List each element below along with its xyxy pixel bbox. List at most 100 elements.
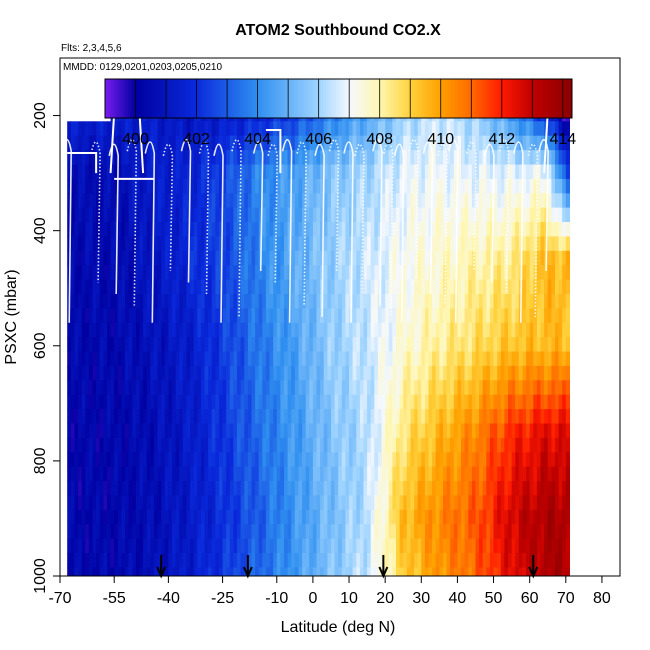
heatmap-cell — [421, 193, 426, 209]
heatmap-cell — [117, 481, 122, 496]
colorbar-segment — [504, 79, 508, 118]
heatmap-cell — [446, 265, 451, 281]
heatmap-cell — [421, 524, 426, 540]
heatmap-cell — [540, 538, 545, 554]
heatmap-cell — [414, 178, 419, 194]
heatmap-cell — [179, 164, 184, 180]
heatmap-cell — [240, 265, 245, 281]
heatmap-cell — [74, 509, 79, 525]
heatmap-cell — [157, 351, 162, 367]
heatmap-cell — [450, 538, 455, 554]
heatmap-cell — [258, 337, 263, 353]
heatmap-cell — [135, 222, 141, 237]
heatmap-cell — [497, 466, 502, 482]
heatmap-cell — [551, 509, 556, 525]
heatmap-cell — [157, 365, 162, 381]
heatmap-cell — [334, 567, 339, 576]
heatmap-cell — [468, 538, 473, 554]
colorbar-segment — [180, 79, 184, 118]
colorbar-segment — [195, 79, 199, 118]
heatmap-cell — [367, 308, 372, 324]
heatmap-cell — [219, 222, 224, 237]
heatmap-cell — [533, 553, 538, 568]
heatmap-cell — [305, 380, 310, 396]
colorbar-segment — [281, 79, 285, 118]
heatmap-cell — [359, 509, 365, 525]
heatmap-cell — [125, 222, 130, 237]
heatmap-cell — [172, 308, 177, 324]
heatmap-cell — [226, 294, 231, 309]
heatmap-cell — [338, 495, 343, 511]
heatmap-cell — [309, 207, 314, 223]
heatmap-cell — [558, 380, 563, 396]
heatmap-cell — [555, 495, 560, 511]
heatmap-cell — [240, 308, 245, 324]
heatmap-cell — [222, 207, 227, 223]
colorbar-tick-label: 406 — [305, 131, 332, 148]
heatmap-cell — [374, 308, 379, 324]
heatmap-cell — [179, 380, 184, 396]
heatmap-cell — [544, 150, 549, 166]
heatmap-cell — [276, 423, 281, 439]
heatmap-cell — [114, 409, 119, 425]
heatmap-cell — [269, 409, 274, 425]
heatmap-cell — [399, 495, 404, 511]
colorbar-segment — [123, 79, 127, 118]
heatmap-cell — [204, 481, 209, 496]
heatmap-cell — [229, 437, 234, 453]
heatmap-cell — [540, 308, 545, 324]
heatmap-cell — [518, 322, 523, 338]
heatmap-cell — [558, 567, 563, 576]
heatmap-cell — [81, 452, 86, 468]
heatmap-cell — [555, 365, 560, 381]
heatmap-cell — [367, 437, 372, 453]
heatmap-cell — [172, 452, 177, 468]
colorbar-segment — [488, 79, 493, 118]
heatmap-cell — [377, 150, 383, 166]
heatmap-cell — [262, 207, 267, 223]
heatmap-cell — [265, 423, 271, 439]
heatmap-cell — [258, 135, 263, 151]
heatmap-cell — [493, 236, 498, 252]
heatmap-cell — [500, 150, 505, 166]
heatmap-cell — [302, 294, 307, 309]
heatmap-cell — [237, 524, 242, 540]
heatmap-cell — [461, 553, 466, 568]
heatmap-cell — [233, 466, 238, 482]
heatmap-cell — [352, 279, 357, 295]
heatmap-cell — [298, 409, 303, 425]
heatmap-cell — [208, 452, 213, 468]
heatmap-cell — [269, 294, 274, 309]
heatmap-cell — [345, 409, 350, 425]
heatmap-cell — [175, 193, 180, 209]
heatmap-cell — [435, 452, 440, 468]
heatmap-cell — [544, 178, 549, 194]
heatmap-cell — [164, 250, 169, 266]
heatmap-cell — [233, 553, 238, 568]
heatmap-cell — [551, 222, 556, 237]
heatmap-cell — [107, 351, 112, 367]
colorbar-segment — [566, 79, 570, 118]
heatmap-cell — [287, 452, 292, 468]
heatmap-cell — [471, 524, 477, 540]
heatmap-cell — [540, 121, 545, 137]
flight-profile — [231, 138, 242, 318]
heatmap-cell — [175, 207, 180, 223]
heatmap-cell — [251, 394, 256, 410]
heatmap-cell — [536, 567, 542, 576]
heatmap-cell — [298, 207, 303, 223]
heatmap-cell — [280, 567, 285, 576]
heatmap-cell — [410, 538, 415, 554]
heatmap-cell — [305, 452, 310, 468]
heatmap-cell — [204, 365, 209, 381]
heatmap-cell — [555, 337, 560, 353]
heatmap-cell — [392, 121, 397, 137]
heatmap-cell — [70, 150, 75, 166]
heatmap-cell — [186, 538, 191, 554]
heatmap-cell — [291, 135, 296, 151]
heatmap-cell — [117, 279, 122, 295]
heatmap-cell — [522, 337, 527, 353]
heatmap-cell — [168, 481, 173, 496]
heatmap-cell — [255, 337, 260, 353]
heatmap-cell — [511, 193, 516, 209]
